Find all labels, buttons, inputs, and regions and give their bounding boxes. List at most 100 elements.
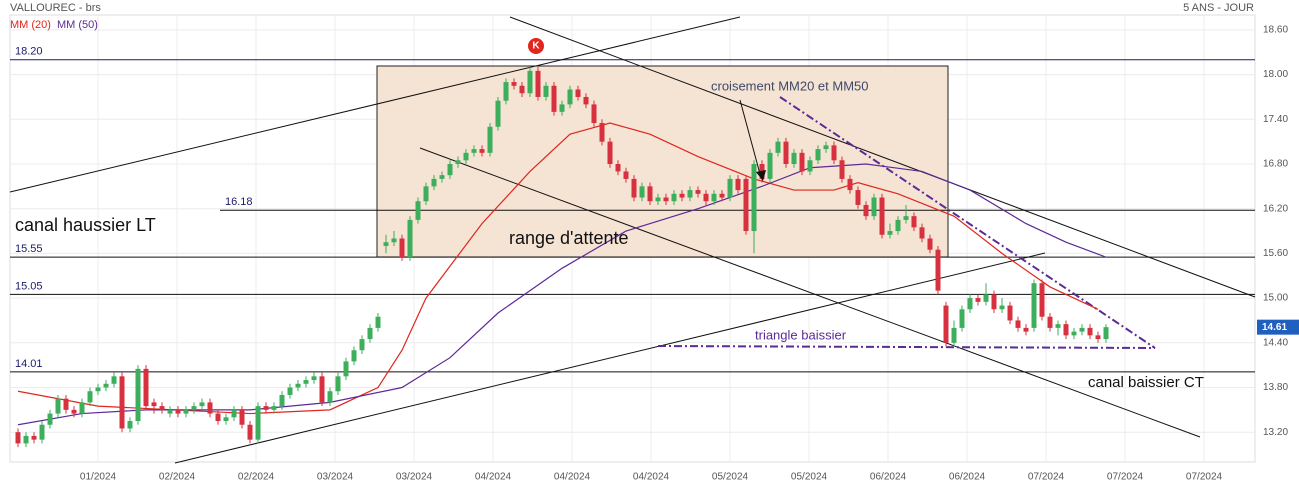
candle-body xyxy=(935,249,941,291)
candle-body xyxy=(431,178,437,187)
candle-body xyxy=(295,383,301,388)
candle-body xyxy=(255,406,261,440)
candle-body xyxy=(15,432,21,444)
arrow-head xyxy=(756,170,766,181)
trend-line xyxy=(174,252,1046,464)
candle-body xyxy=(279,394,285,407)
candle-body xyxy=(455,160,461,164)
legend-entry: MM (50) xyxy=(57,19,98,31)
candle-body xyxy=(447,164,453,176)
candle-body xyxy=(423,186,429,202)
candle-body xyxy=(231,409,237,418)
y-tick-label: 18.00 xyxy=(1263,69,1288,80)
candle-body xyxy=(623,171,629,179)
candle-body xyxy=(1103,327,1109,340)
candle-body xyxy=(679,193,685,198)
candle-body xyxy=(175,409,181,414)
candle-body xyxy=(439,175,445,179)
candle-body xyxy=(183,409,189,414)
candle-body xyxy=(863,204,869,217)
trend-line xyxy=(509,16,1256,298)
x-tick-label: 05/2024 xyxy=(791,472,828,483)
candle-body xyxy=(583,96,589,105)
candle-body xyxy=(511,82,517,86)
candle-body xyxy=(271,406,277,410)
trend-line xyxy=(419,147,1201,438)
candle-body xyxy=(887,231,893,235)
candle-body xyxy=(407,219,413,258)
y-tick-label: 17.40 xyxy=(1263,114,1288,125)
level-label: 14.01 xyxy=(15,358,43,370)
event-marker[interactable] xyxy=(528,38,544,54)
candle-body xyxy=(559,104,565,112)
annotation: range d'attente xyxy=(509,228,629,248)
candle-body xyxy=(591,104,597,124)
candle-body xyxy=(815,149,821,161)
candle-body xyxy=(903,216,909,220)
candle-body xyxy=(127,421,133,429)
candle-body xyxy=(199,402,205,407)
candle-body xyxy=(607,141,613,164)
candle-body xyxy=(191,406,197,410)
triangle-line xyxy=(657,345,1156,349)
candle-body xyxy=(567,89,573,105)
last-price-label: 14.61 xyxy=(1262,322,1287,333)
candle-body xyxy=(1079,327,1085,332)
triangle-line xyxy=(779,96,1156,349)
candle-body xyxy=(351,350,357,362)
candle-body xyxy=(519,85,525,94)
candle-body xyxy=(311,376,317,381)
candle-body xyxy=(103,383,109,388)
x-tick-label: 04/2024 xyxy=(633,472,670,483)
candle-body xyxy=(783,141,789,164)
candle-body xyxy=(663,197,669,202)
candle-body xyxy=(575,89,581,97)
candle-body xyxy=(751,164,757,232)
candle-body xyxy=(967,298,973,310)
candle-body xyxy=(535,70,541,97)
candle-body xyxy=(871,197,877,217)
candle-body xyxy=(151,402,157,407)
candle-body xyxy=(1055,324,1061,328)
triangle xyxy=(657,96,1156,349)
candle-body xyxy=(215,413,221,422)
candle-body xyxy=(263,406,269,410)
candle-body xyxy=(639,186,645,198)
candle-body xyxy=(143,368,149,407)
period: 5 ANS - JOUR xyxy=(1183,2,1254,14)
candle-body xyxy=(695,190,701,194)
candle-body xyxy=(719,193,725,198)
candle-body xyxy=(527,70,533,94)
x-tick-label: 06/2024 xyxy=(870,472,907,483)
axes: 13.20 13.80 14.40 15.00 15.60 16.20 16.80 17.40… xyxy=(80,25,1299,483)
chart-title: VALLOUREC - brs xyxy=(10,2,101,14)
candle-body xyxy=(111,376,117,384)
annotation: croisement MM20 et MM50 xyxy=(711,78,869,93)
x-tick-label: 07/2024 xyxy=(1186,472,1223,483)
candle-body xyxy=(735,178,741,191)
candle-body xyxy=(335,376,341,392)
candle-body xyxy=(647,186,653,202)
moving-average xyxy=(17,122,1099,415)
candle-body xyxy=(1047,316,1053,328)
candle-body xyxy=(927,238,933,250)
arrow xyxy=(739,99,761,175)
candles xyxy=(15,67,1109,448)
x-tick-label: 05/2024 xyxy=(712,472,749,483)
candle-body xyxy=(991,294,997,310)
candle-body xyxy=(327,391,333,403)
y-tick-label: 16.20 xyxy=(1263,203,1288,214)
candle-body xyxy=(687,190,693,198)
candle-body xyxy=(831,145,837,161)
candle-body xyxy=(319,376,325,403)
candle-body xyxy=(367,327,373,340)
candle-body xyxy=(1015,320,1021,328)
candle-body xyxy=(87,391,93,403)
candle-body xyxy=(487,126,493,153)
candle-body xyxy=(1071,331,1077,336)
candle-body xyxy=(911,216,917,228)
candle-body xyxy=(895,219,901,232)
candle-body xyxy=(495,100,501,127)
candle-body xyxy=(951,327,957,343)
